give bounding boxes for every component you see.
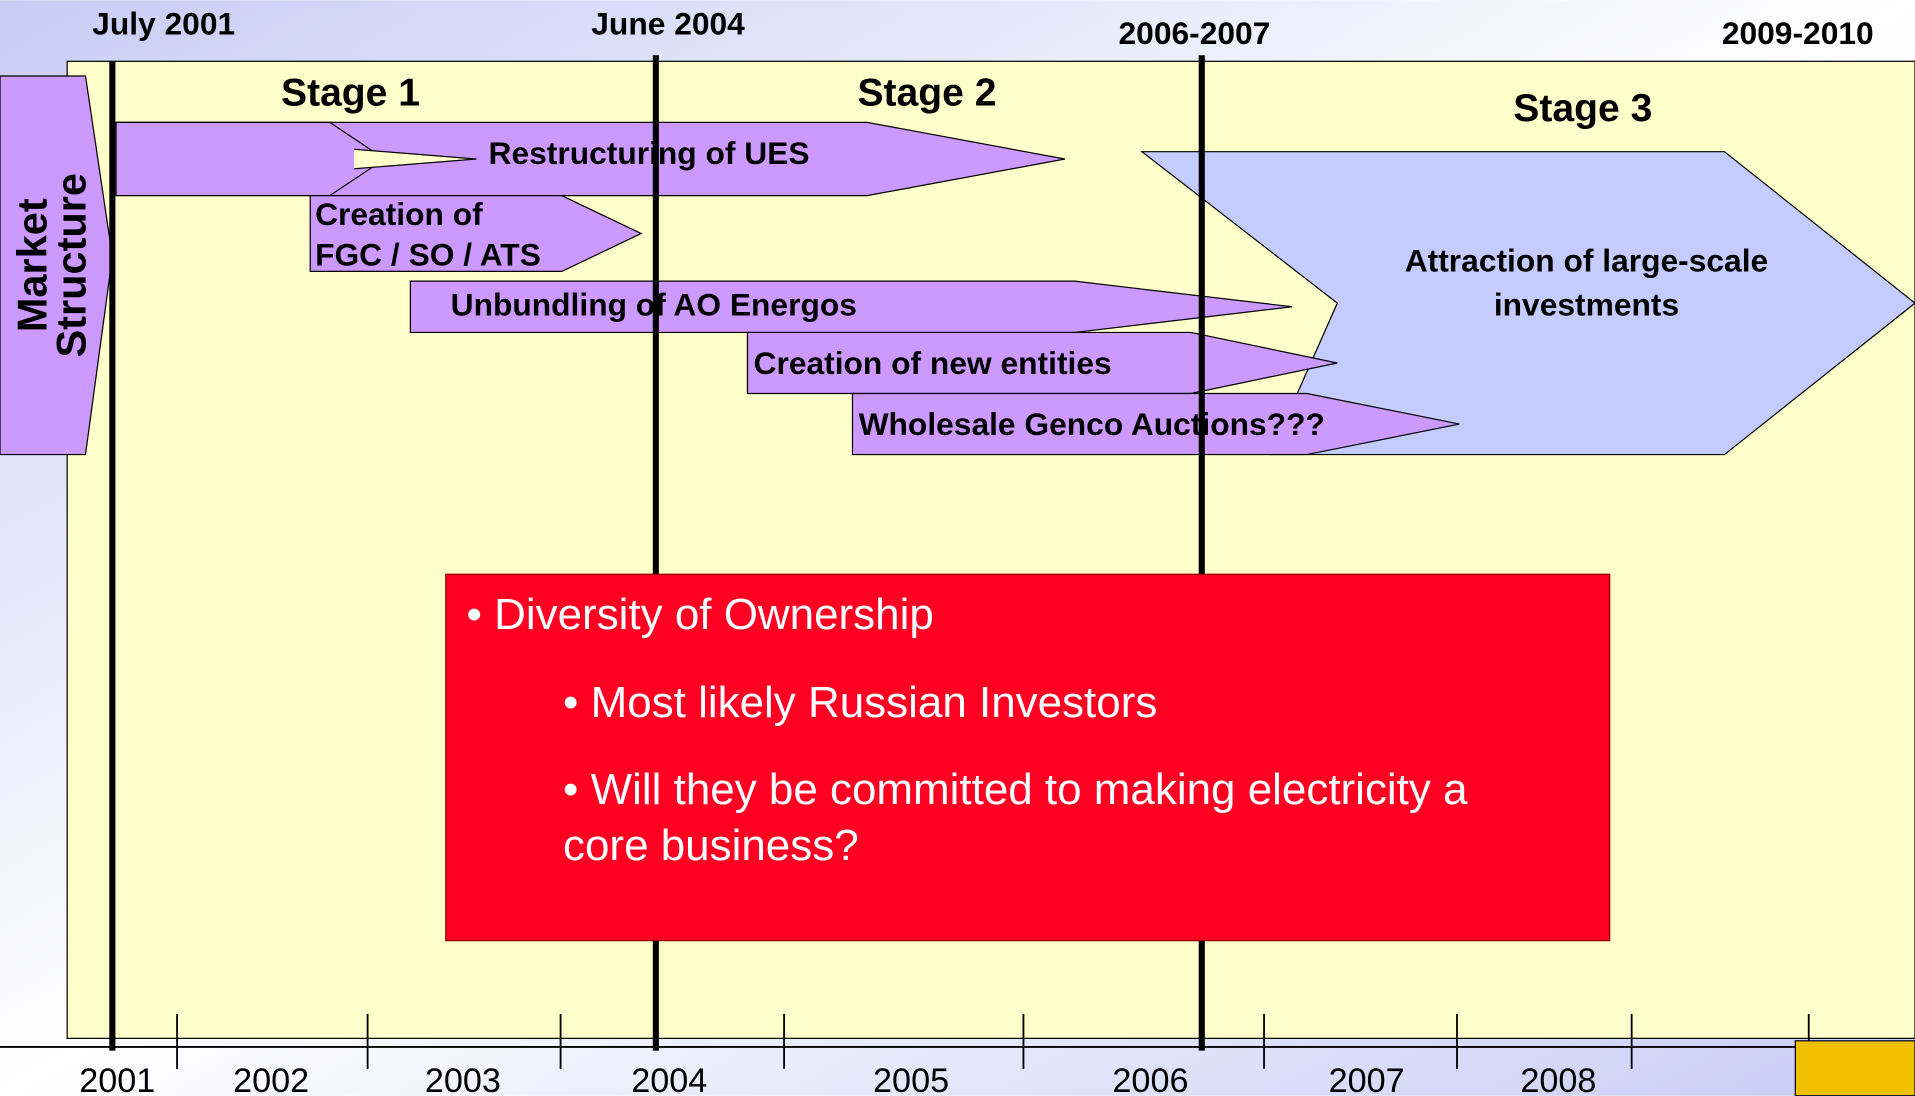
arrow-auctions bbox=[851, 392, 1460, 456]
year-label: 2001 bbox=[79, 1062, 155, 1096]
stage3-arrow bbox=[1140, 151, 1915, 456]
logo bbox=[1794, 1040, 1915, 1096]
milestone-label: 2006-2007 bbox=[1119, 15, 1271, 51]
arrow-fgc bbox=[309, 195, 643, 272]
arrow-restructuring bbox=[115, 121, 1066, 197]
box-heading: • Diversity of Ownership bbox=[467, 590, 934, 639]
stage-label: Stage 3 bbox=[1513, 87, 1652, 130]
texts: July 2001 June 2004 2006-2007 2009-2010 Stag… bbox=[8, 5, 1873, 1096]
milestone-label: June 2004 bbox=[591, 5, 745, 41]
arrow-label: FGC / SO / ATS bbox=[315, 236, 541, 272]
year-label: 2002 bbox=[233, 1062, 309, 1096]
year-label: 2003 bbox=[425, 1062, 501, 1096]
arrow-label: Wholesale Genco Auctions??? bbox=[859, 406, 1325, 442]
arrow-new-entities bbox=[746, 331, 1338, 395]
side-label: Market bbox=[8, 198, 55, 332]
year-label: 2007 bbox=[1329, 1062, 1405, 1096]
side-label: Structure bbox=[47, 173, 94, 358]
year-label: 2006 bbox=[1112, 1062, 1188, 1096]
box-bullet: • Will they be committed to making elect… bbox=[563, 765, 1468, 814]
arrow-unbundling bbox=[409, 280, 1293, 334]
milestone-label: July 2001 bbox=[92, 5, 235, 41]
inner-arrow bbox=[354, 148, 477, 170]
box-bullet: core business? bbox=[563, 821, 859, 870]
year-label: 2008 bbox=[1520, 1062, 1596, 1096]
arrow-label: Creation of new entities bbox=[754, 345, 1112, 381]
arrow-label: Restructuring of UES bbox=[489, 135, 810, 171]
arrow-label: investments bbox=[1494, 286, 1679, 322]
arrow-label: Attraction of large-scale bbox=[1405, 242, 1768, 278]
ownership-box bbox=[445, 573, 1611, 942]
box-bullet: • Most likely Russian Investors bbox=[563, 678, 1157, 727]
market-structure-arrow bbox=[0, 75, 113, 456]
year-label: 2004 bbox=[631, 1062, 707, 1096]
stage-label: Stage 1 bbox=[281, 71, 420, 114]
milestone-label: 2009-2010 bbox=[1722, 15, 1874, 51]
stage-label: Stage 2 bbox=[857, 71, 996, 114]
inner-arrow bbox=[116, 121, 386, 197]
arrow-label: Unbundling of AO Energos bbox=[451, 286, 857, 322]
arrow-label: Creation of bbox=[315, 196, 483, 232]
year-label: 2005 bbox=[873, 1062, 949, 1096]
